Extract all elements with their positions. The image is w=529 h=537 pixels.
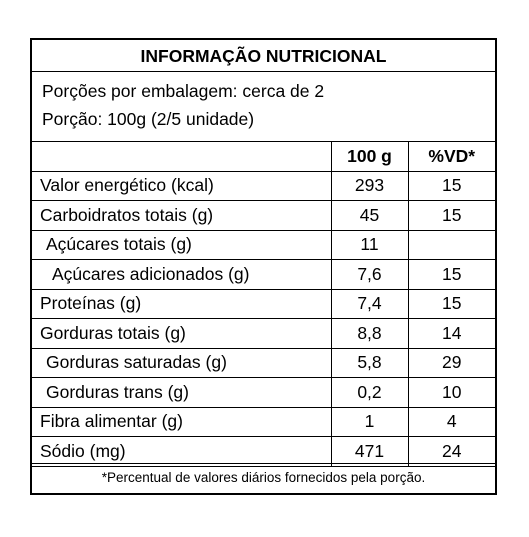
table-header-row: 100 g %VD* [32,141,495,172]
table-row: Carboidratos totais (g) 45 15 [32,200,495,231]
nutrient-label: Gorduras trans (g) [32,377,332,408]
nutrient-dv: 15 [407,200,495,231]
panel-title: INFORMAÇÃO NUTRICIONAL [32,40,495,72]
nutrient-dv: 4 [407,406,495,437]
table-row: Açúcares totais (g) 11 [32,229,495,260]
nutrient-dv: 29 [407,347,495,378]
table-row: Gorduras totais (g) 8,8 14 [32,318,495,349]
nutrient-amount: 8,8 [330,318,409,349]
nutrient-amount: 0,2 [330,377,409,408]
nutrient-dv: 15 [407,170,495,201]
nutrient-label: Sódio (mg) [32,436,332,467]
nutrient-amount: 1 [330,406,409,437]
header-blank [32,141,332,172]
nutrient-label: Açúcares totais (g) [32,229,332,260]
nutrient-label: Gorduras totais (g) [32,318,332,349]
nutrient-amount: 471 [330,436,409,467]
nutrient-amount: 293 [330,170,409,201]
header-dv: %VD* [407,141,495,172]
table-row: Açúcares adicionados (g) 7,6 15 [32,259,495,290]
nutrient-dv: 24 [407,436,495,467]
table-row: Valor energético (kcal) 293 15 [32,170,495,201]
nutrient-label: Fibra alimentar (g) [32,406,332,437]
nutrient-label: Proteínas (g) [32,288,332,319]
table-row: Gorduras saturadas (g) 5,8 29 [32,347,495,378]
nutrient-amount: 7,4 [330,288,409,319]
nutrient-dv: 15 [407,288,495,319]
table-row: Fibra alimentar (g) 1 4 [32,406,495,437]
table-row: Gorduras trans (g) 0,2 10 [32,377,495,408]
nutrient-label: Açúcares adicionados (g) [32,259,332,290]
nutrient-amount: 7,6 [330,259,409,290]
nutrient-label: Carboidratos totais (g) [32,200,332,231]
servings-per-package: Porções por embalagem: cerca de 2 [42,81,325,101]
nutrition-facts-panel: INFORMAÇÃO NUTRICIONAL Porções por embal… [30,38,497,495]
footnote: *Percentual de valores diários fornecido… [32,463,495,493]
nutrient-dv: 14 [407,318,495,349]
nutrient-label: Gorduras saturadas (g) [32,347,332,378]
nutrient-dv: 15 [407,259,495,290]
nutrient-dv: 10 [407,377,495,408]
table-row: Sódio (mg) 471 24 [32,436,495,467]
serving-size: Porção: 100g (2/5 unidade) [42,109,255,129]
nutrient-amount: 45 [330,200,409,231]
table-row: Proteínas (g) 7,4 15 [32,288,495,319]
header-amount: 100 g [330,141,409,172]
nutrient-amount: 11 [330,229,409,260]
nutrient-dv [407,229,495,260]
nutrient-label: Valor energético (kcal) [32,170,332,201]
nutrient-amount: 5,8 [330,347,409,378]
nutrition-table: 100 g %VD* Valor energético (kcal) 293 1… [32,141,495,467]
